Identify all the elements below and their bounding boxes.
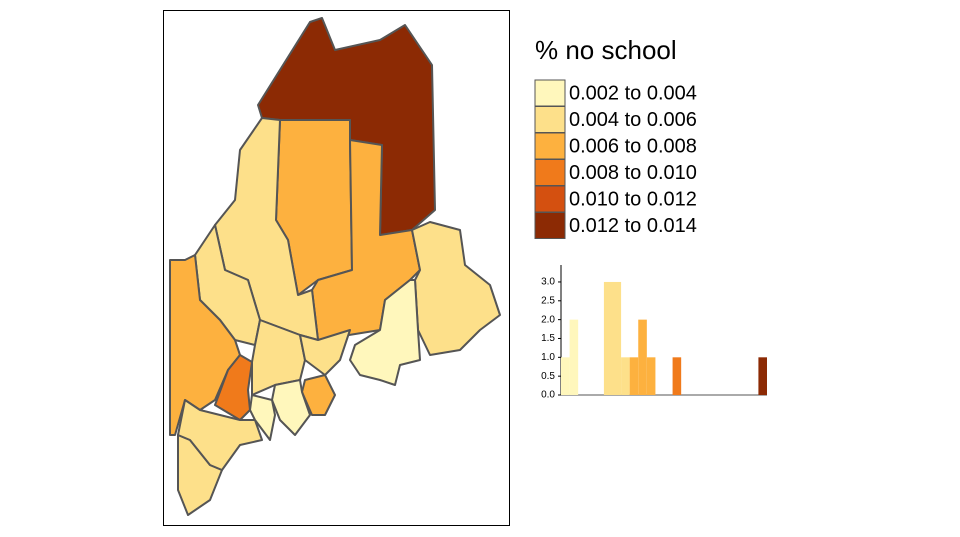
legend-label: 0.012 to 0.014 [569,215,697,237]
county [411,221,501,356]
legend-swatch [534,159,566,186]
hist-bar [629,357,639,395]
map [169,17,501,516]
hist-bar [561,357,570,395]
legend-label: 0.008 to 0.010 [569,162,697,184]
y-tick-label: 0.5 [541,371,555,382]
legend-swatch [534,212,566,239]
legend-label: 0.004 to 0.006 [569,109,697,131]
hist-bar [612,281,622,395]
county [299,329,351,376]
legend-swatch [534,185,566,213]
legend-label: 0.010 to 0.012 [569,188,697,210]
hist-bar [672,357,682,395]
y-tick-label: 1.5 [541,333,555,344]
y-tick-label: 2.5 [541,295,555,306]
county [249,394,276,441]
legend-label: 0.006 to 0.008 [569,135,697,157]
hist-bar [569,319,579,395]
y-tick-label: 2.0 [541,314,555,325]
hist-bar [621,357,630,395]
hist-bar [638,319,647,395]
legend-label: 0.002 to 0.004 [569,82,697,104]
y-tick-label: 1.0 [541,352,555,363]
hist-bar [603,281,613,395]
y-tick-label: 0.0 [541,390,555,401]
hist-bar [646,357,656,395]
hist-bar [758,357,767,395]
legend-swatch [534,132,566,160]
county [349,279,421,386]
legend-title: % no school [535,35,677,65]
county [177,399,263,471]
map-frame [163,10,510,526]
y-tick-label: 3.0 [541,277,555,288]
legend-swatch [534,79,566,107]
legend-swatch [534,106,566,133]
